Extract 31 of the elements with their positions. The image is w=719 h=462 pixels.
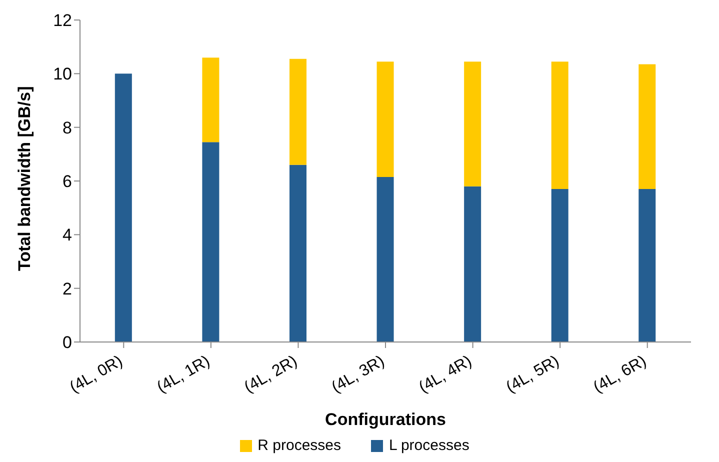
x-tick-label: (4L, 1R) xyxy=(154,352,213,396)
legend-label: R processes xyxy=(256,437,342,454)
bar xyxy=(551,62,568,190)
bar xyxy=(464,62,482,186)
bar xyxy=(638,64,656,190)
y-tick-label: 8 xyxy=(62,118,72,138)
y-tick-label: 12 xyxy=(53,11,72,30)
y-tick-label: 0 xyxy=(62,333,72,352)
bar xyxy=(376,62,394,177)
x-axis-title: Configurations xyxy=(325,410,446,429)
bar xyxy=(202,142,220,342)
bar xyxy=(376,176,394,342)
x-tick-label: (4L, 0R) xyxy=(67,352,126,396)
legend-label: L processes xyxy=(388,437,470,454)
y-tick-label: 6 xyxy=(62,172,72,192)
x-tick-label: (4L, 3R) xyxy=(328,352,388,396)
x-tick-label: (4L, 6R) xyxy=(590,352,650,396)
bar xyxy=(202,58,220,142)
bar xyxy=(464,186,482,342)
bar xyxy=(289,164,306,342)
y-axis-title: Total bandwidth [GB/s] xyxy=(15,86,34,271)
y-tick-label: 4 xyxy=(62,226,72,245)
bar xyxy=(289,58,306,165)
bar xyxy=(638,189,656,342)
x-tick-label: (4L, 4R) xyxy=(416,352,475,396)
bar xyxy=(551,189,568,342)
bar xyxy=(114,74,132,342)
x-tick-label: (4L, 5R) xyxy=(504,352,562,396)
y-tick-label: 2 xyxy=(62,279,72,298)
x-tick-label: (4L, 2R) xyxy=(242,352,300,396)
y-tick-label: 10 xyxy=(53,64,72,84)
